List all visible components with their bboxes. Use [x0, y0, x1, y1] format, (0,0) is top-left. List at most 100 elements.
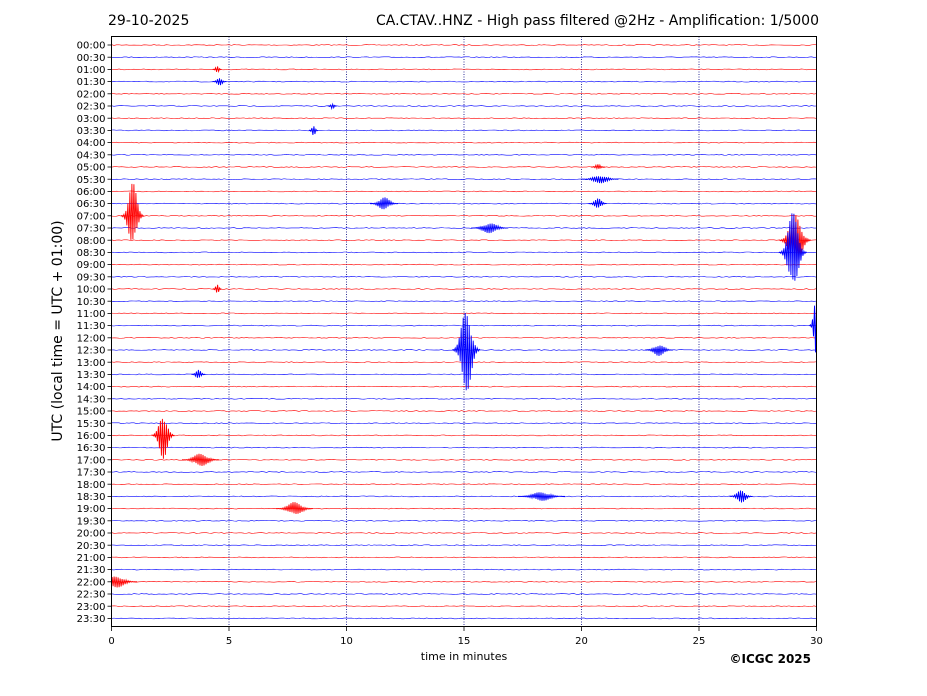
ytick-label-21:30: 21:30: [77, 565, 106, 576]
trace-14:30: [111, 398, 817, 400]
ytick-label-19:00: 19:00: [77, 504, 106, 515]
x-axis-label: time in minutes: [421, 650, 508, 663]
ytick-label-00:00: 00:00: [77, 41, 106, 52]
ytick-label-04:30: 04:30: [77, 150, 106, 161]
trace-13:30: [111, 373, 817, 376]
trace-11:00: [111, 312, 817, 315]
ytick-label-09:00: 09:00: [77, 260, 106, 271]
ytick-label-16:30: 16:30: [77, 443, 106, 454]
ytick-label-04:00: 04:00: [77, 138, 106, 149]
ytick-label-12:30: 12:30: [77, 346, 106, 357]
copyright-label: ©ICGC 2025: [729, 652, 811, 666]
date-label: 29-10-2025: [108, 13, 189, 29]
xtick-label-30: 30: [810, 636, 823, 647]
xtick-label-25: 25: [693, 636, 706, 647]
event-1: [212, 78, 227, 86]
trace-03:30: [111, 129, 817, 132]
vertical-gridlines: [228, 36, 700, 627]
trace-02:30: [111, 105, 817, 107]
trace-07:00: [111, 215, 817, 217]
trace-22:30: [111, 593, 817, 595]
event-13: [809, 297, 817, 355]
event-18: [181, 453, 220, 466]
x-axis-ticks: 0 5 10 15 20 25 30: [108, 626, 823, 647]
ytick-label-02:30: 02:30: [77, 102, 106, 113]
trace-04:00: [111, 141, 817, 144]
trace-00:00: [111, 44, 817, 46]
event-17: [151, 418, 175, 459]
ytick-label-19:30: 19:30: [77, 516, 106, 527]
trace-05:00: [111, 166, 817, 168]
event-8: [120, 183, 145, 240]
event-22: [111, 576, 138, 588]
ytick-label-09:30: 09:30: [77, 272, 106, 283]
trace-09:00: [111, 263, 817, 266]
event-21: [275, 502, 314, 514]
ytick-label-18:30: 18:30: [77, 492, 106, 503]
trace-12:00: [111, 337, 817, 339]
ytick-label-22:00: 22:00: [77, 577, 106, 588]
ytick-label-23:30: 23:30: [77, 614, 106, 625]
ytick-label-03:30: 03:30: [77, 126, 106, 137]
trace-23:30: [111, 617, 817, 620]
ytick-label-21:00: 21:00: [77, 553, 106, 564]
event-7: [588, 198, 607, 208]
xtick-label-0: 0: [108, 636, 114, 647]
event-14: [451, 312, 481, 391]
event-5: [581, 176, 619, 184]
chart-title: CA.CTAV..HNZ - High pass filtered @2Hz -…: [376, 13, 819, 29]
trace-05:30: [111, 178, 817, 180]
ytick-label-15:00: 15:00: [77, 407, 106, 418]
event-0: [212, 66, 222, 74]
trace-16:30: [111, 446, 817, 449]
ytick-label-06:00: 06:00: [77, 187, 106, 198]
ytick-label-06:30: 06:30: [77, 199, 106, 210]
ytick-label-13:30: 13:30: [77, 370, 106, 381]
trace-20:00: [111, 532, 817, 534]
trace-08:00: [111, 239, 817, 241]
trace-15:30: [111, 422, 817, 424]
trace-10:30: [111, 300, 817, 302]
ytick-label-22:30: 22:30: [77, 590, 106, 601]
trace-21:00: [111, 556, 817, 559]
trace-21:30: [111, 568, 817, 571]
ytick-label-20:30: 20:30: [77, 541, 106, 552]
ytick-label-01:30: 01:30: [77, 77, 106, 88]
event-4: [590, 163, 605, 171]
ytick-label-13:00: 13:00: [77, 358, 106, 369]
ytick-label-05:30: 05:30: [77, 175, 106, 186]
ytick-label-05:00: 05:00: [77, 163, 106, 174]
ytick-label-08:00: 08:00: [77, 236, 106, 247]
event-20: [729, 490, 753, 503]
trace-03:00: [111, 117, 817, 119]
trace-01:30: [111, 80, 817, 83]
ytick-label-14:30: 14:30: [77, 394, 106, 405]
ytick-label-17:30: 17:30: [77, 468, 106, 479]
ytick-label-03:00: 03:00: [77, 114, 106, 125]
ytick-label-23:00: 23:00: [77, 602, 106, 613]
trace-16:00: [111, 434, 817, 437]
event-15: [644, 345, 674, 357]
ytick-label-07:00: 07:00: [77, 211, 106, 222]
y-axis-label: UTC (local time = UTC + 01:00): [50, 220, 66, 441]
ytick-label-07:30: 07:30: [77, 224, 106, 235]
trace-19:30: [111, 520, 817, 522]
xtick-label-15: 15: [458, 636, 471, 647]
ytick-label-20:00: 20:00: [77, 529, 106, 540]
trace-04:30: [111, 154, 817, 156]
ytick-label-18:00: 18:00: [77, 480, 106, 491]
ytick-label-10:30: 10:30: [77, 297, 106, 308]
trace-14:00: [111, 385, 817, 388]
event-12: [212, 284, 222, 293]
ytick-label-02:00: 02:00: [77, 89, 106, 100]
ytick-label-14:00: 14:00: [77, 382, 106, 393]
xtick-label-5: 5: [226, 636, 232, 647]
trace-22:00: [111, 581, 817, 583]
ytick-label-16:00: 16:00: [77, 431, 106, 442]
trace-07:30: [111, 227, 817, 229]
trace-02:00: [111, 93, 817, 95]
event-16: [191, 369, 206, 378]
trace-19:00: [111, 507, 817, 510]
